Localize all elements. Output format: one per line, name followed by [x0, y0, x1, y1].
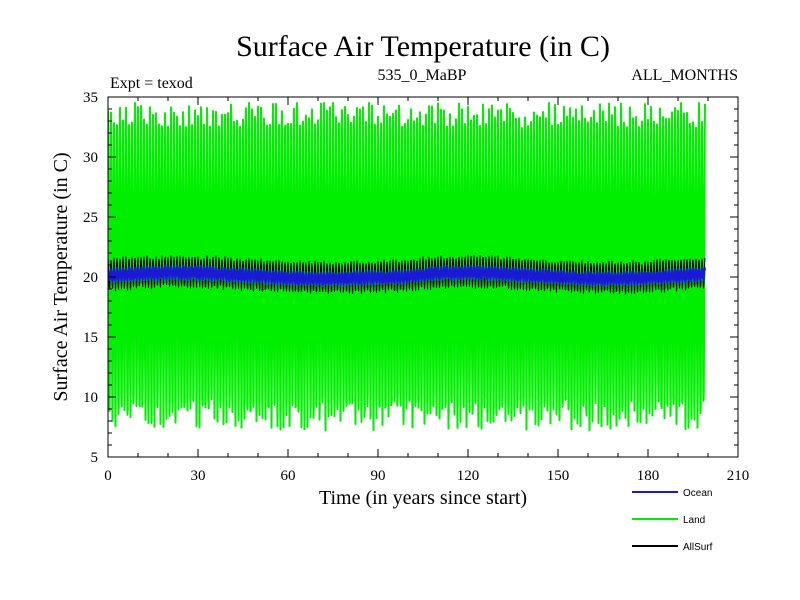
- ocean-line: [108, 264, 706, 288]
- x-tick-label: 120: [457, 468, 480, 484]
- series-ocean: [108, 264, 706, 288]
- x-tick-label: 150: [547, 468, 570, 484]
- y-tick-label: 35: [83, 90, 98, 106]
- axis-ticks: 0 30 60 90 120 150 180 210 5 10 15 20 25 30 35: [83, 90, 749, 484]
- age-label: 535_0_MaBP: [378, 67, 467, 84]
- y-tick-label: 30: [83, 150, 98, 166]
- x-tick-label: 30: [191, 468, 206, 484]
- experiment-label: Expt = texod: [110, 75, 193, 92]
- legend-ocean-label: Ocean: [683, 488, 712, 499]
- x-tick-label: 90: [371, 468, 386, 484]
- y-axis-label: Surface Air Temperature (in C): [50, 152, 72, 401]
- x-axis-label: Time (in years since start): [319, 487, 527, 509]
- legend-allsurf-label: AllSurf: [683, 542, 713, 553]
- x-tick-label: 210: [727, 468, 750, 484]
- y-tick-label: 5: [91, 450, 99, 466]
- months-label: ALL_MONTHS: [631, 67, 738, 84]
- y-tick-label: 15: [83, 330, 98, 346]
- x-tick-label: 180: [637, 468, 660, 484]
- legend-land-label: Land: [683, 515, 705, 526]
- y-tick-label: 25: [83, 210, 98, 226]
- x-tick-label: 60: [281, 468, 296, 484]
- chart-title: Surface Air Temperature (in C): [236, 30, 610, 63]
- y-tick-label: 20: [83, 270, 98, 286]
- legend: Ocean Land AllSurf: [632, 488, 713, 553]
- land-line: [108, 102, 706, 432]
- y-tick-label: 10: [83, 390, 98, 406]
- series-land: [108, 102, 706, 432]
- x-tick-label: 0: [104, 468, 112, 484]
